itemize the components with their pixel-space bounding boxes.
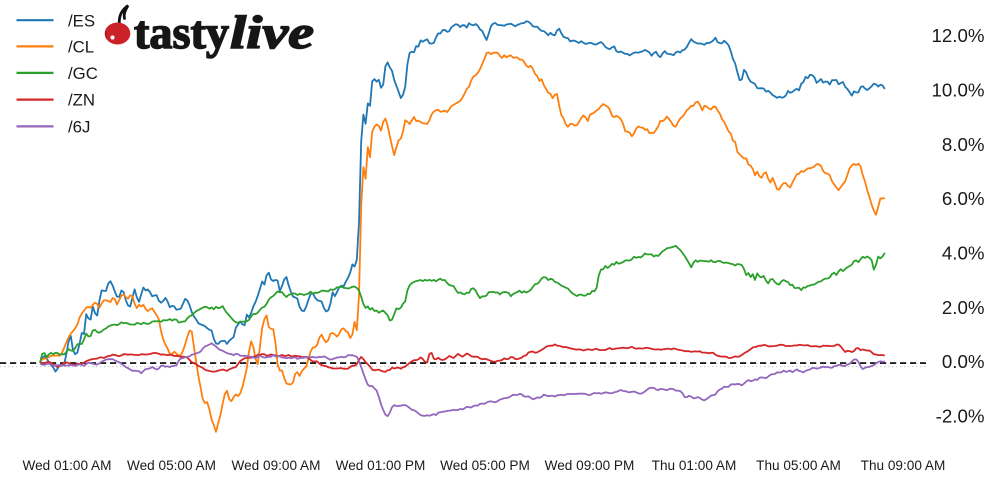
svg-text:Wed 01:00 PM: Wed 01:00 PM	[336, 458, 426, 473]
svg-text:2.0%: 2.0%	[942, 297, 985, 318]
svg-text:Wed 09:00 AM: Wed 09:00 AM	[232, 458, 321, 473]
svg-text:6.0%: 6.0%	[942, 188, 985, 209]
svg-text:12.0%: 12.0%	[932, 25, 985, 46]
svg-text:8.0%: 8.0%	[942, 134, 985, 155]
svg-text:Wed 01:00 AM: Wed 01:00 AM	[23, 458, 112, 473]
svg-text:4.0%: 4.0%	[942, 243, 985, 264]
svg-text:/ZN: /ZN	[68, 91, 95, 110]
svg-text:tasty: tasty	[134, 7, 229, 59]
svg-text:Thu 05:00 AM: Thu 05:00 AM	[756, 458, 841, 473]
svg-text:/CL: /CL	[68, 38, 94, 57]
svg-text:/6J: /6J	[68, 118, 90, 137]
svg-text:/ES: /ES	[68, 11, 95, 30]
svg-text:-2.0%: -2.0%	[936, 406, 985, 427]
svg-text:Wed 05:00 PM: Wed 05:00 PM	[440, 458, 530, 473]
svg-text:0.0%: 0.0%	[942, 351, 985, 372]
svg-text:Wed 05:00 AM: Wed 05:00 AM	[127, 458, 216, 473]
svg-text:Thu 09:00 AM: Thu 09:00 AM	[861, 458, 946, 473]
svg-text:/GC: /GC	[68, 64, 98, 83]
svg-text:live: live	[230, 7, 314, 59]
svg-text:Wed 09:00 PM: Wed 09:00 PM	[545, 458, 635, 473]
svg-text:Thu 01:00 AM: Thu 01:00 AM	[652, 458, 737, 473]
svg-text:10.0%: 10.0%	[932, 80, 985, 101]
